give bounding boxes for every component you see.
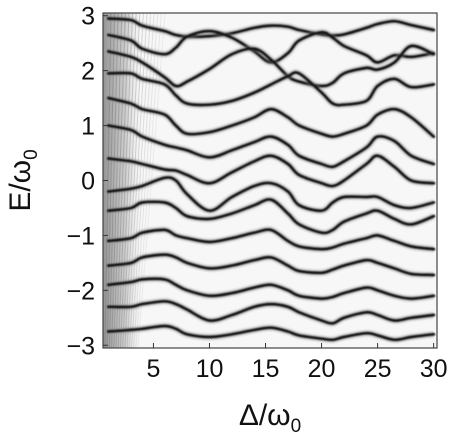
y-tick-label: −3 xyxy=(66,332,95,360)
fan-line xyxy=(113,13,126,348)
fan-line xyxy=(119,13,137,348)
energy-band-6 xyxy=(107,124,436,169)
energy-band-7 xyxy=(107,154,436,188)
fan-line xyxy=(106,13,116,348)
energy-band-3 xyxy=(107,44,436,88)
y-axis-label-main: E/ω xyxy=(4,160,37,212)
x-tick-label: 25 xyxy=(364,355,392,383)
energy-band-11 xyxy=(107,252,436,277)
y-axis-label: E/ω0 xyxy=(4,149,42,211)
y-tick-label: 1 xyxy=(81,113,95,141)
y-tick-label: −2 xyxy=(66,277,95,305)
y-axis-label-subscript: 0 xyxy=(21,149,42,160)
x-tick-label: 30 xyxy=(420,355,448,383)
energy-band-9 xyxy=(107,197,436,235)
energy-band-4 xyxy=(107,70,436,107)
x-axis-label: Δ/ω0 xyxy=(239,399,301,437)
energy-band-2 xyxy=(107,29,436,65)
energy-band-14 xyxy=(107,324,436,342)
y-axis-ticks: 3 2 1 0 −1 −2 −3 xyxy=(66,3,108,360)
fan-line xyxy=(111,13,123,348)
energy-band-5 xyxy=(107,96,436,139)
energy-band-1 xyxy=(107,16,436,39)
y-tick-label: −1 xyxy=(66,222,95,250)
x-tick-label: 20 xyxy=(308,355,336,383)
x-tick-label: 10 xyxy=(196,355,224,383)
energy-band-8 xyxy=(107,175,436,213)
energy-bands xyxy=(107,15,436,344)
fan-line xyxy=(117,13,134,348)
energy-band-10 xyxy=(107,227,436,251)
x-tick-label: 15 xyxy=(252,355,280,383)
fan-line xyxy=(126,13,148,348)
x-axis-ticks: 5 10 15 20 25 30 xyxy=(146,343,448,383)
y-tick-label: 0 xyxy=(81,168,95,196)
fan-line xyxy=(115,13,130,348)
fan-line xyxy=(124,13,144,348)
y-tick-label: 2 xyxy=(81,58,95,86)
plot-area xyxy=(103,13,436,348)
y-tick-label: 3 xyxy=(81,3,95,31)
fan-lines xyxy=(104,13,166,348)
energy-band-12 xyxy=(107,277,436,301)
x-tick-label: 5 xyxy=(146,355,160,383)
energy-band-13 xyxy=(107,299,436,325)
x-axis-label-main: Δ/ω xyxy=(239,399,291,432)
fan-line xyxy=(108,13,119,348)
x-axis-label-subscript: 0 xyxy=(291,416,302,437)
fan-line xyxy=(122,13,141,348)
